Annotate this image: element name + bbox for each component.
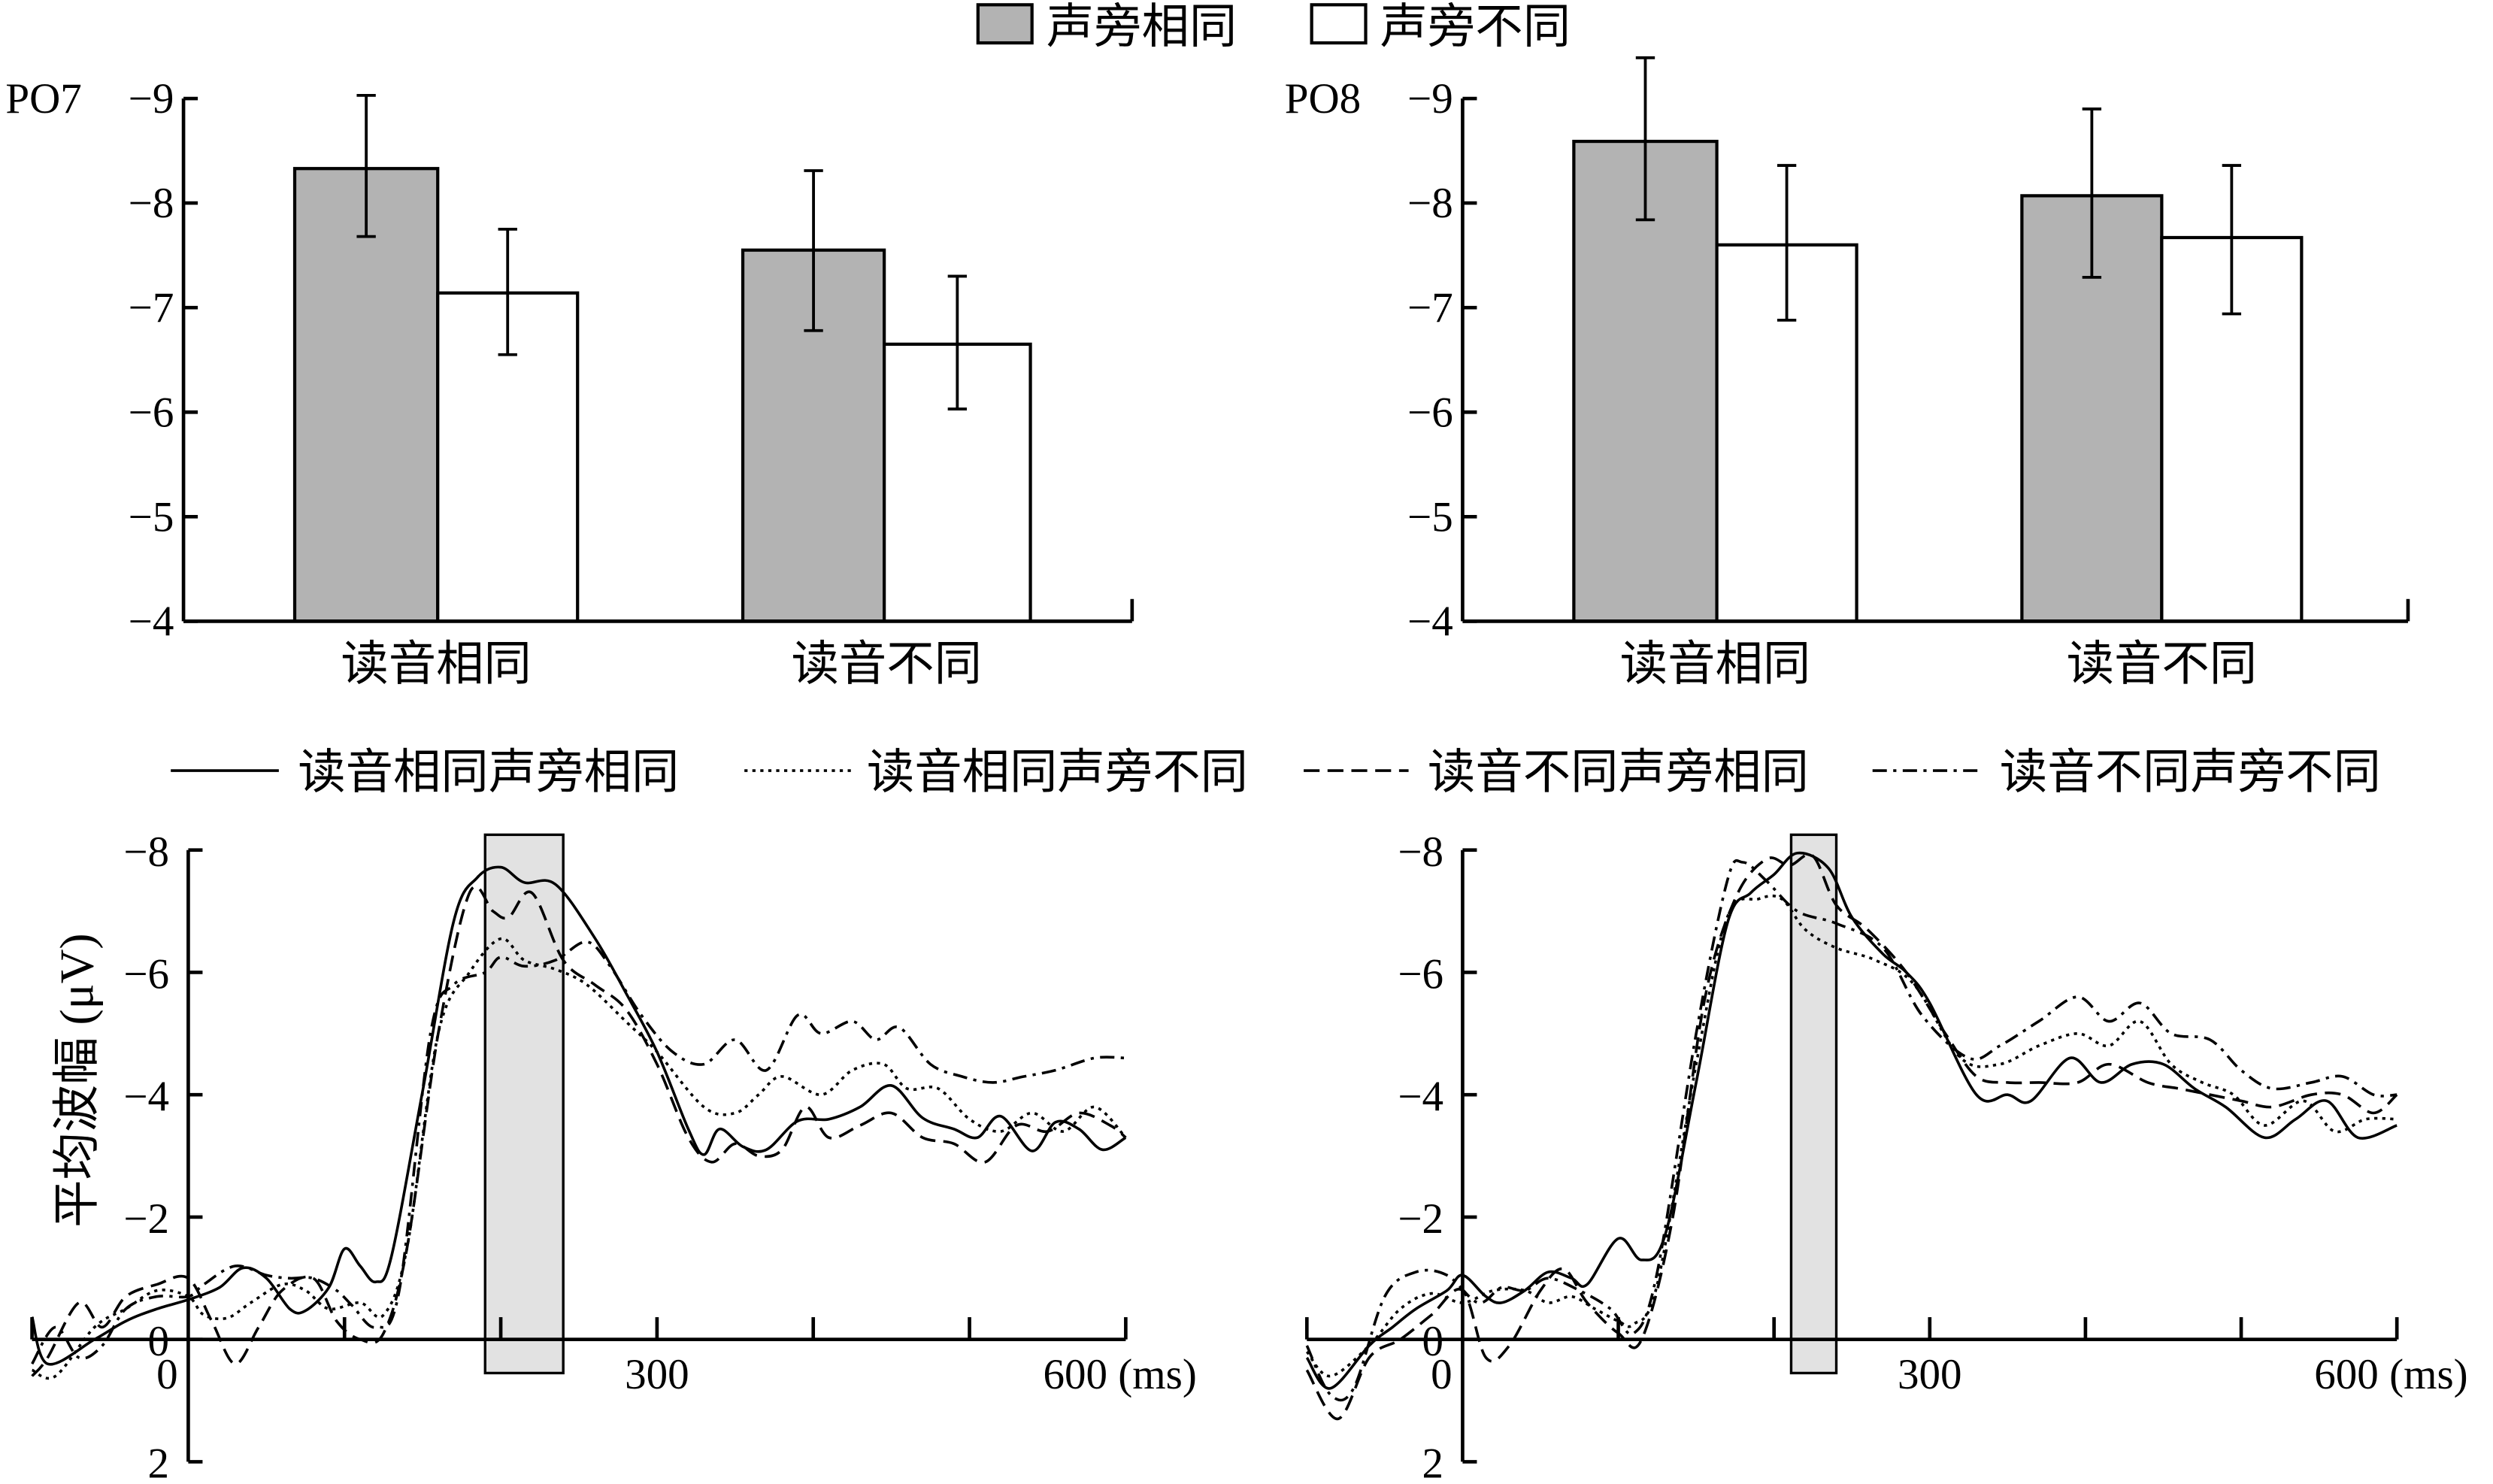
legend-label-dotted: 读音相同声旁不同: [867, 746, 1248, 798]
y-tick-label: −8: [129, 180, 174, 227]
y-axis-label: 平均波幅 (μV): [51, 933, 104, 1227]
x-tick-label: 300: [1898, 1351, 1962, 1398]
y-tick-label: −8: [1398, 828, 1443, 876]
erp-chart-po8: −8 −6 −4 −2 0 2 0 300 600 (ms): [1304, 828, 2468, 1484]
legend-label-dashdot: 读音不同声旁不同: [2000, 746, 2381, 798]
bar: [1572, 139, 1719, 623]
legend-swatch-same-radical: [976, 3, 1034, 45]
y-tick-label: −5: [129, 493, 174, 541]
category-label: 读音不同: [792, 638, 983, 691]
erp-series-dashdot: [31, 940, 1126, 1365]
y-tick-label: −5: [1407, 493, 1453, 541]
bar-chart-po8: PO8 读音相同 读音不同 −9 −8 −7 −6 −5 −4: [1285, 56, 2410, 691]
y-tick-label: 0: [148, 1318, 170, 1365]
panel-label-po7: PO7: [5, 75, 81, 123]
legend-label-dashed: 读音不同声旁相同: [1428, 746, 1809, 798]
erp-series-dotted: [31, 937, 1127, 1380]
x-tick-label: 600 (ms): [1043, 1351, 1196, 1398]
x-tick-label: 0: [156, 1351, 178, 1398]
y-tick-label: −6: [1398, 951, 1443, 998]
line-legend: 读音相同声旁相同 读音相同声旁不同 读音不同声旁相同 读音不同声旁不同: [171, 746, 2381, 798]
y-tick-label: −6: [1407, 389, 1453, 436]
category-label: 读音相同: [1620, 638, 1811, 691]
analysis-window: [483, 833, 565, 1375]
erp-series-dashed: [1305, 853, 2398, 1421]
erp-series-dotted: [1305, 894, 2398, 1378]
y-tick-label: −2: [1398, 1195, 1443, 1243]
erp-chart-po7: 平均波幅 (μV) −8 −6 −4 −2 0 2 0 300 600 (ms): [30, 828, 1197, 1484]
legend-label-diff-radical: 声旁不同: [1380, 1, 1571, 53]
legend-label-solid: 读音相同声旁相同: [298, 746, 679, 798]
category-label: 读音相同: [341, 638, 532, 691]
category-label: 读音不同: [2067, 638, 2258, 691]
erp-series-solid: [30, 865, 1127, 1366]
y-tick-label: 0: [1422, 1318, 1444, 1365]
y-tick-label: −4: [1398, 1073, 1443, 1120]
y-tick-label: −4: [129, 598, 174, 645]
y-tick-label: −8: [1407, 180, 1453, 227]
legend-label-same-radical: 声旁相同: [1047, 1, 1237, 53]
y-tick-label: −9: [1407, 75, 1453, 123]
panel-label-po8: PO8: [1285, 75, 1361, 123]
erp-series-dashed: [31, 885, 1127, 1377]
analysis-window: [1789, 833, 1838, 1375]
erp-series-dashdot: [1305, 859, 2398, 1402]
y-tick-label: −7: [1407, 284, 1453, 332]
y-tick-label: −2: [123, 1195, 169, 1243]
legend-swatch-diff-radical: [1310, 3, 1368, 45]
x-tick-label: 0: [1431, 1351, 1452, 1398]
y-tick-label: −4: [1407, 598, 1453, 645]
y-tick-label: −7: [129, 284, 174, 332]
y-tick-label: 2: [148, 1440, 170, 1484]
y-tick-label: −8: [123, 828, 169, 876]
y-tick-label: −6: [123, 951, 169, 998]
y-tick-label: −9: [129, 75, 174, 123]
erp-series-solid: [1305, 851, 2398, 1390]
bar-legend: 声旁相同 声旁不同: [976, 1, 1571, 53]
x-tick-label: 600 (ms): [2314, 1351, 2467, 1398]
bar-chart-po7: PO7 读音相同 读音不同 −9 −8 −7 −6 −5 −4: [5, 75, 1134, 691]
y-tick-label: −4: [123, 1073, 169, 1120]
y-tick-label: 2: [1422, 1440, 1444, 1484]
y-tick-label: −6: [129, 389, 174, 436]
x-tick-label: 300: [625, 1351, 689, 1398]
